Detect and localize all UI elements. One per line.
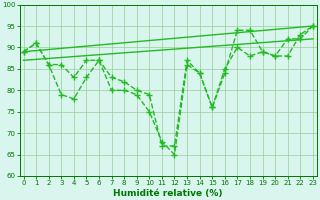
X-axis label: Humidité relative (%): Humidité relative (%) — [114, 189, 223, 198]
